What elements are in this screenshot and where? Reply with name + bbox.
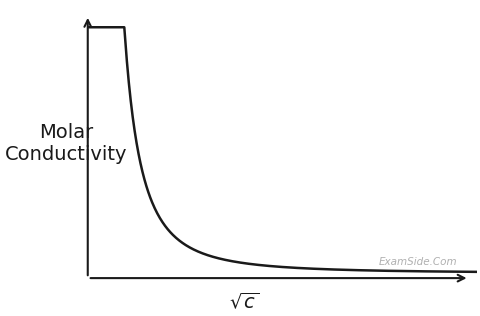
Text: $\sqrt{c}$: $\sqrt{c}$ <box>228 291 259 312</box>
Text: Molar
Conductivity: Molar Conductivity <box>5 123 128 164</box>
Text: ExamSide.Com: ExamSide.Com <box>379 257 458 267</box>
